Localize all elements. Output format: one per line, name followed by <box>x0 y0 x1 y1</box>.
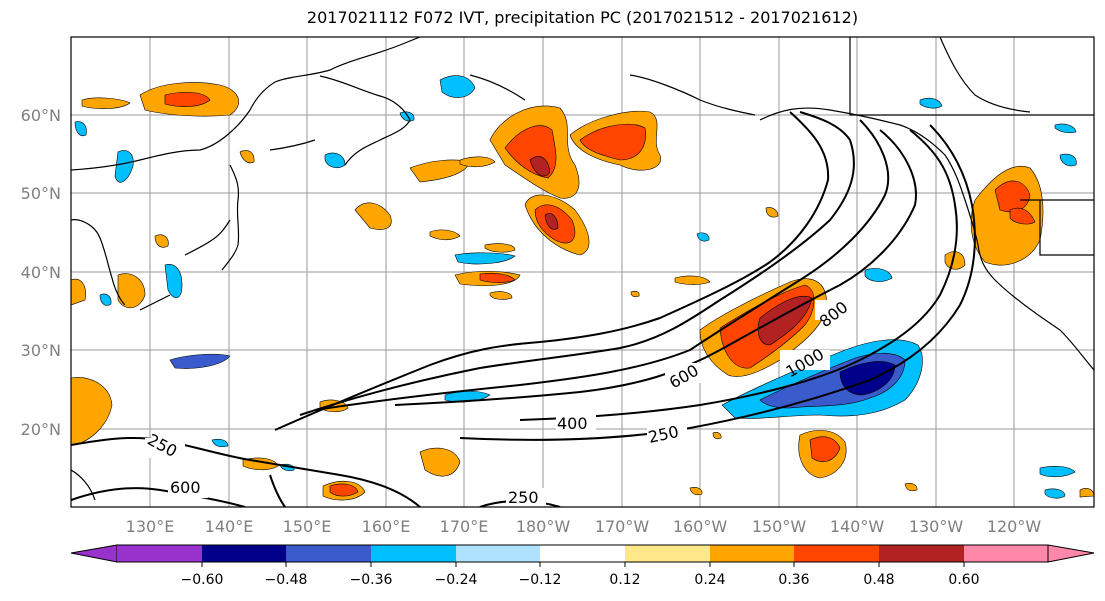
plot-frame <box>70 36 1095 508</box>
colorbar-bin <box>879 545 964 562</box>
lon-label: 140°E <box>205 517 254 536</box>
lon-label: 160°E <box>362 517 411 536</box>
positive-precip-regions <box>71 82 1094 501</box>
ivt-contour-label-group: 400 250 600 800 1000 250 250 600 <box>144 297 855 507</box>
lon-label: 150°W <box>752 517 807 536</box>
colorbar: −0.60 −0.48 −0.36 −0.24 −0.12 0.12 0.24 … <box>70 544 1095 588</box>
ivt-contour-label: 400 <box>557 414 588 433</box>
colorbar-bin <box>286 545 371 562</box>
lat-label: 30°N <box>21 341 61 360</box>
lat-label: 60°N <box>21 106 61 125</box>
colorbar-bin <box>70 544 118 563</box>
lon-label: 130°E <box>126 517 175 536</box>
colorbar-ticks <box>201 562 965 567</box>
colorbar-bin <box>371 545 456 562</box>
longitude-labels: 130°E 140°E 150°E 160°E 170°E 180°W 170°… <box>126 517 1042 536</box>
colorbar-tick-label: −0.48 <box>265 572 308 588</box>
colorbar-bin <box>456 545 540 562</box>
lon-label: 170°W <box>595 517 650 536</box>
colorbar-bin <box>1047 544 1095 563</box>
lon-label: 180°W <box>516 517 571 536</box>
colorbar-bin <box>625 545 710 562</box>
lon-label: 170°E <box>440 517 489 536</box>
colorbar-tick-label: 0.60 <box>948 572 979 588</box>
colorbar-bin <box>202 545 286 562</box>
lon-label: 150°E <box>283 517 332 536</box>
colorbar-tick-label: 0.12 <box>609 572 640 588</box>
colorbar-bin <box>540 545 625 562</box>
negative-precip-regions <box>74 75 1077 499</box>
colorbar-bin <box>710 545 794 562</box>
latitude-labels: 60°N 50°N 40°N 30°N 20°N <box>21 106 61 439</box>
colorbar-bin <box>117 545 202 562</box>
colorbar-tick-label: −0.60 <box>181 572 224 588</box>
colorbar-bin <box>964 545 1048 562</box>
ivt-contour-label: 250 <box>508 488 539 507</box>
lon-label: 130°W <box>909 517 964 536</box>
ivt-contour-label: 600 <box>170 478 201 497</box>
ivt-contours <box>71 111 976 507</box>
colorbar-tick-label: −0.12 <box>519 572 562 588</box>
lon-label: 140°W <box>830 517 885 536</box>
map-title: 2017021112 F072 IVT, precipitation PC (2… <box>306 8 859 27</box>
lon-label: 120°W <box>987 517 1042 536</box>
colorbar-bin <box>794 545 879 562</box>
colorbar-tick-label: 0.36 <box>778 572 809 588</box>
lat-label: 20°N <box>21 420 61 439</box>
colorbar-tick-label: −0.36 <box>350 572 393 588</box>
lat-label: 50°N <box>21 184 61 203</box>
coastlines <box>71 37 1094 501</box>
colorbar-tick-label: −0.24 <box>435 572 478 588</box>
lat-label: 40°N <box>21 263 61 282</box>
colorbar-tick-label: 0.24 <box>694 572 725 588</box>
lon-label: 160°W <box>673 517 728 536</box>
colorbar-tick-label: 0.48 <box>863 572 894 588</box>
